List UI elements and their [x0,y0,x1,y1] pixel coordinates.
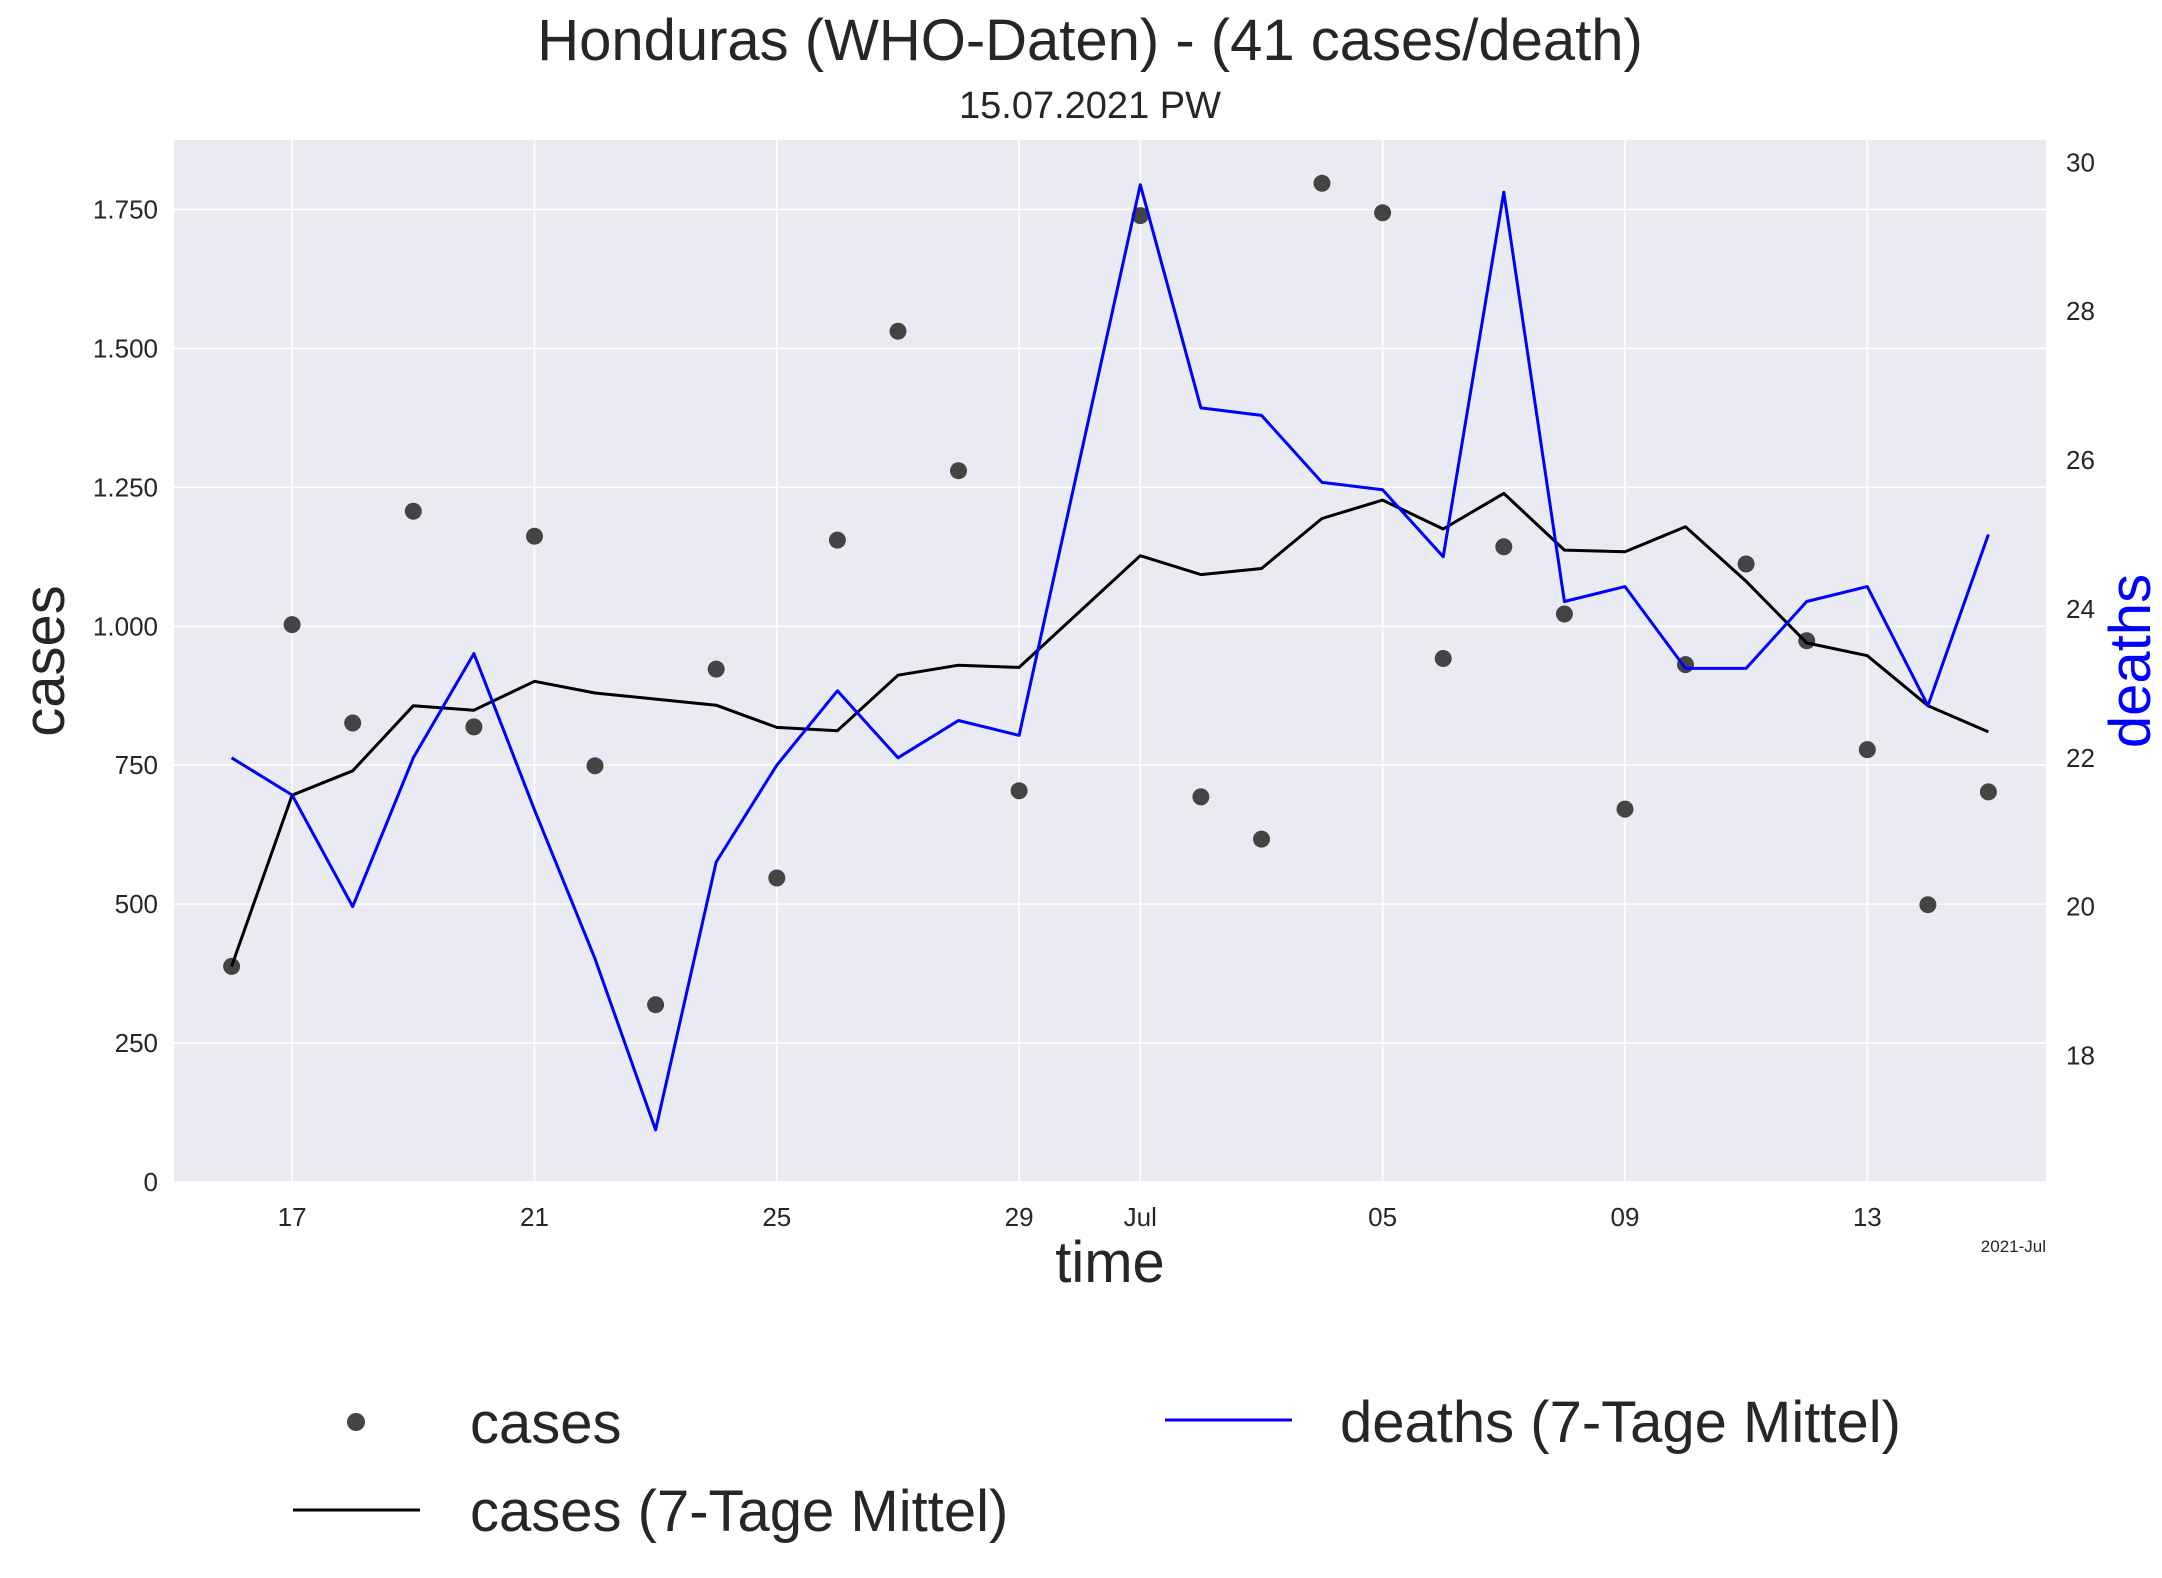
y-axis-label-left: cases [12,585,77,737]
y-right-tick-label: 18 [2066,1040,2095,1070]
x-axis-offset-label: 2021-Jul [1981,1237,2046,1256]
cases-point [950,462,967,480]
y-left-tick-label: 750 [115,750,158,780]
y-right-tick-label: 26 [2066,445,2095,475]
y-right-tick-label: 22 [2066,743,2095,773]
x-tick-label: 25 [762,1202,791,1232]
series-line-2 [230,183,1990,1132]
cases-point [1313,174,1331,192]
cases-point [526,527,543,545]
cases-point [1858,741,1876,759]
cases-point [283,616,301,634]
y-right-tick-label: 20 [2066,892,2095,922]
chart-subtitle: 15.07.2021 PW [959,85,1221,127]
cases-point [889,322,907,340]
x-tick-label: 29 [1005,1202,1034,1232]
y-right-tick-label: 28 [2066,296,2095,326]
cases-point [1495,538,1513,556]
cases-point [1434,650,1452,667]
data-layer [223,174,1997,1132]
x-axis-label: time [1055,1230,1165,1295]
cases-point [707,660,725,678]
legend-label-deaths-avg: deaths (7-Tage Mittel) [1340,1390,1901,1455]
tick-labels: 0 250 500 750 1.000 1.250 1.500 1.750 17 21 25 29 Ju… [93,147,2095,1232]
legend: cases cases (7-Tage Mittel) deaths (7-Ta… [293,1390,1901,1544]
y-left-tick-label: 1.250 [93,472,158,502]
y-left-tick-label: 1.750 [93,194,158,224]
y-axis-label-right: deaths [2098,574,2162,748]
x-tick-label: 17 [278,1202,307,1232]
cases-point [1374,204,1392,222]
cases-point [1192,788,1210,806]
grid-lines [174,140,2046,1183]
y-left-tick-label: 1.000 [93,611,158,641]
cases-point [1737,555,1755,573]
cases-point [465,718,483,736]
cases-point [344,714,362,732]
cases-point [404,502,422,520]
series-line-1 [230,491,1989,967]
cases-point [647,996,665,1014]
y-left-tick-label: 1.500 [93,333,158,363]
cases-point [768,869,786,887]
y-right-tick-label: 24 [2066,594,2095,624]
x-tick-label: 13 [1853,1202,1882,1232]
legend-label-cases-avg: cases (7-Tage Mittel) [470,1479,1008,1544]
cases-point [1131,207,1149,225]
cases-point [1555,605,1573,623]
legend-marker-cases [347,1413,365,1431]
cases-point [586,757,604,775]
y-left-tick-label: 0 [144,1167,158,1197]
cases-point [1010,782,1028,800]
x-tick-label: Jul [1124,1202,1157,1232]
cases-point [1979,783,1997,801]
y-left-tick-label: 250 [115,1028,158,1058]
x-tick-label: 09 [1610,1202,1639,1232]
x-tick-label: 21 [520,1202,549,1232]
plot-area [174,140,2046,1182]
cases-point [1616,800,1634,818]
x-tick-label: 05 [1368,1202,1397,1232]
cases-point [828,531,846,549]
cases-point [1253,830,1270,848]
y-right-tick-label: 30 [2066,147,2095,177]
legend-label-cases: cases [470,1391,622,1456]
chart-title: Honduras (WHO-Daten) - (41 cases/death) [537,8,1643,73]
cases-point [1919,896,1937,914]
y-left-tick-label: 500 [115,889,158,919]
